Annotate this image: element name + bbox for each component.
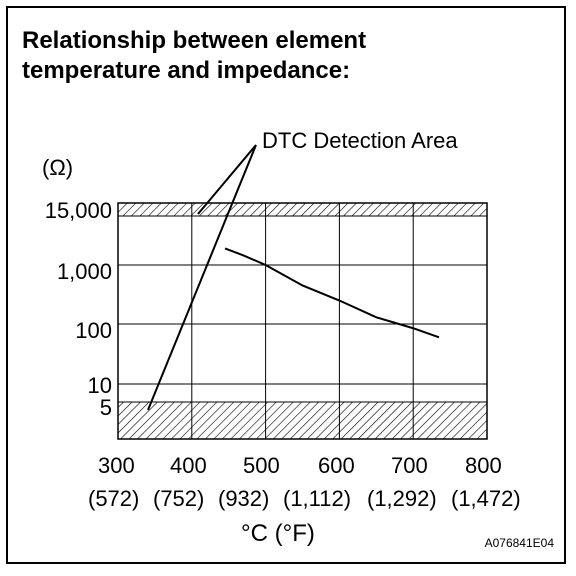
x-tick-1292f: (1,292)	[367, 486, 437, 511]
plot-frame	[117, 202, 488, 440]
x-tick-932f: (932)	[218, 486, 270, 511]
figure-frame: Relationship between element temperature…	[6, 6, 566, 564]
x-tick-572f: (572)	[88, 486, 140, 511]
x-tick-600: 600	[318, 453, 355, 478]
callout-leader-lower	[147, 144, 257, 411]
y-tick-10: 10	[87, 373, 112, 398]
chart-plot	[117, 144, 488, 440]
detection-band-1	[117, 401, 488, 440]
x-axis-label: °C (°F)	[241, 520, 315, 547]
dtc-callout-label: DTC Detection Area	[262, 128, 458, 153]
chart-title: Relationship between element temperature…	[22, 26, 366, 86]
y-tick-1000: 1,000	[56, 259, 112, 284]
image-code: A076841E04	[484, 536, 554, 550]
x-tick-500: 500	[243, 453, 280, 478]
title-line-2: temperature and impedance:	[22, 57, 351, 84]
x-tick-700: 700	[391, 453, 428, 478]
y-axis-unit: (Ω)	[42, 155, 74, 180]
x-tick-400: 400	[170, 453, 207, 478]
title-line-1: Relationship between element	[22, 27, 367, 54]
x-tick-800: 800	[465, 453, 502, 478]
impedance-curve	[224, 247, 440, 339]
x-tick-752f: (752)	[153, 486, 205, 511]
x-tick-1472f: (1,472)	[451, 486, 521, 511]
y-tick-15000: 15,000	[44, 198, 112, 223]
x-tick-300: 300	[98, 453, 135, 478]
y-tick-5: 5	[99, 395, 112, 420]
callout-leader-upper	[197, 144, 257, 215]
x-tick-1112f: (1,112)	[283, 486, 352, 511]
detection-band-0	[117, 202, 488, 217]
y-tick-100: 100	[75, 318, 112, 343]
